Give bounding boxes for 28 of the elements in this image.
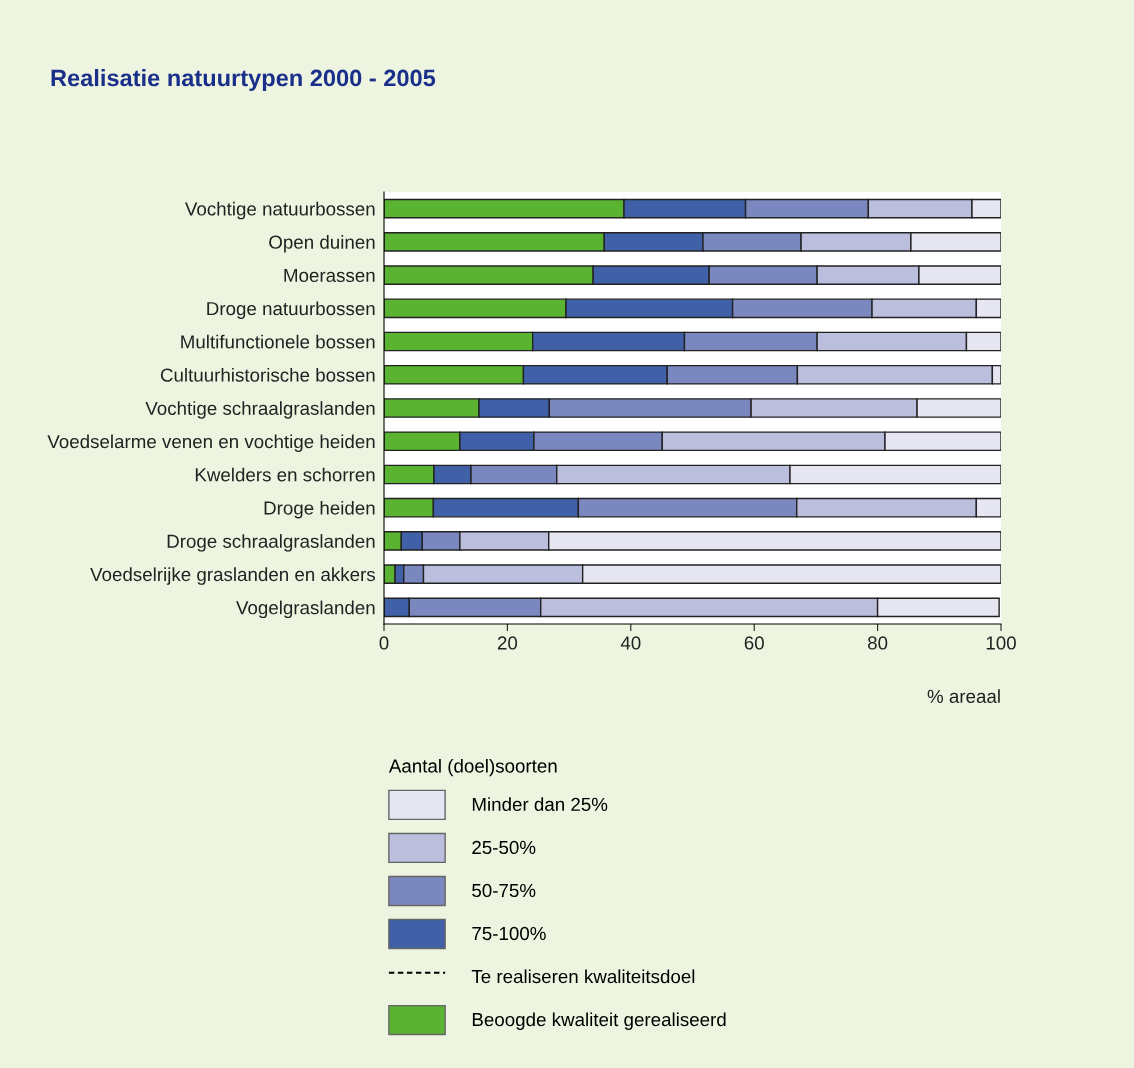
x-tick-label: 40 xyxy=(620,636,641,650)
legend-label: 25-50% xyxy=(472,840,536,855)
legend-label: 75-100% xyxy=(472,926,546,941)
y-tick-label: Vochtige natuurbossen xyxy=(184,201,375,220)
x-tick-label: 80 xyxy=(867,636,888,650)
y-tick-label: Droge heiden xyxy=(264,500,375,519)
legend-title: Aantal (doel)soorten xyxy=(388,758,557,777)
y-tick-label: Voedselrijke graslanden en akkers xyxy=(90,567,376,585)
y-tick-label: Droge natuurbossen xyxy=(207,301,375,319)
y-tick-label: Multifunctionele bossen xyxy=(181,334,375,349)
x-tick-label: 0 xyxy=(379,636,389,650)
y-tick-label: Voedselarme venen en vochtige heiden xyxy=(47,434,375,452)
y-tick-label: Open duinen xyxy=(269,235,375,253)
y-tick-label: Vochtige schraalgraslanden xyxy=(145,401,375,419)
chart-title: Realisatie natuurtypen 2000 - 2005 xyxy=(51,69,436,91)
x-tick-label: 100 xyxy=(986,636,1016,650)
x-tick-label: 20 xyxy=(497,636,518,650)
legend-label: Minder dan 25% xyxy=(472,797,608,812)
legend-label: Te realiseren kwaliteitsdoel xyxy=(471,969,695,984)
y-tick-label: Cultuurhistorische bossen xyxy=(160,367,375,382)
y-tick-label: Moerassen xyxy=(284,268,375,283)
y-tick-label: Vogelgraslanden xyxy=(236,600,375,619)
x-tick-label: 60 xyxy=(744,636,764,650)
y-tick-label: Droge schraalgraslanden xyxy=(167,534,375,552)
legend-label: Beoogde kwaliteit gerealiseerd xyxy=(472,1012,726,1030)
y-tick-label: Kwelders en schorren xyxy=(195,467,375,482)
x-axis-title: % areaal xyxy=(927,689,1000,704)
legend-label: 50-75% xyxy=(472,883,536,898)
